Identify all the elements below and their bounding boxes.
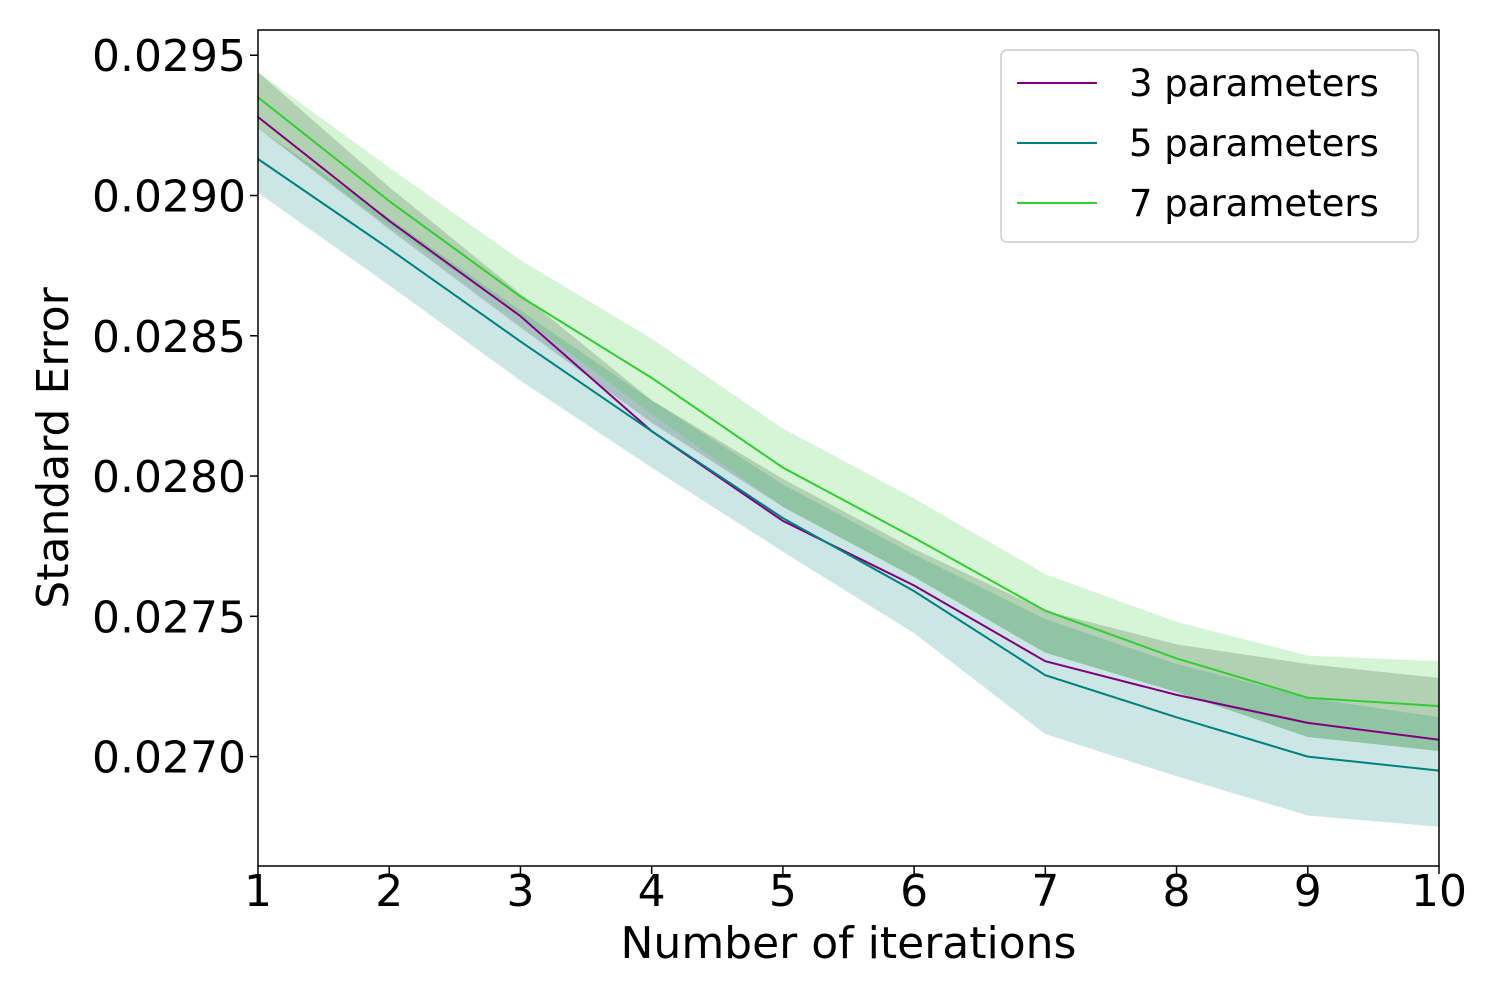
legend-label-3: 7 parameters — [1129, 182, 1379, 225]
legend-label-1: 3 parameters — [1129, 62, 1379, 105]
band-series-3 — [258, 72, 1439, 752]
y-tick-label: 0.0280 — [92, 452, 246, 503]
plot-frame — [257, 29, 1440, 867]
x-tick-label: 5 — [769, 866, 797, 917]
y-tick-label: 0.0270 — [92, 733, 246, 784]
y-tick-label: 0.0295 — [92, 31, 246, 82]
series-lines — [257, 96, 1440, 772]
x-tick-label: 6 — [900, 866, 928, 917]
x-tick-label: 1 — [244, 866, 272, 917]
x-tick-label: 8 — [1163, 866, 1191, 917]
x-tick-label: 10 — [1411, 866, 1467, 917]
legend-label-2: 5 parameters — [1129, 122, 1379, 165]
y-axis-title: Standard Error — [28, 286, 79, 608]
line-series-1 — [257, 116, 1440, 741]
confidence-bands — [258, 72, 1439, 827]
x-tick-label: 2 — [375, 866, 403, 917]
y-tick-label: 0.0275 — [92, 592, 246, 643]
x-axis-title: Number of iterations — [621, 918, 1077, 969]
x-tick-label: 7 — [1031, 866, 1059, 917]
x-axis-ticks: 1 2 3 4 5 6 7 8 9 10 — [244, 866, 1467, 917]
band-series-1 — [258, 72, 1439, 752]
x-tick-label: 9 — [1294, 866, 1322, 917]
legend: 3 parameters 5 parameters 7 parameters — [1000, 49, 1419, 243]
y-tick-label: 0.0285 — [92, 312, 246, 363]
x-tick-label: 4 — [638, 866, 666, 917]
band-series-2 — [258, 128, 1439, 827]
y-tick-label: 0.0290 — [92, 172, 246, 223]
line-series-2 — [257, 158, 1440, 772]
x-tick-label: 3 — [506, 866, 534, 917]
legend-box — [1000, 49, 1419, 243]
y-axis-ticks: 0.0270 0.0275 0.0280 0.0285 0.0290 0.0295 — [92, 31, 258, 784]
line-series-3 — [257, 96, 1440, 708]
